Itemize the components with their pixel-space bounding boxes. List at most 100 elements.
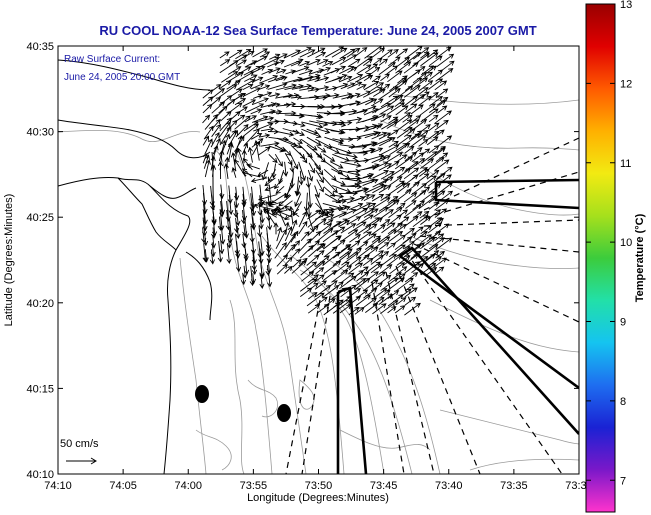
current-vector	[300, 145, 313, 158]
current-vector	[362, 257, 374, 267]
current-vector	[434, 217, 444, 225]
current-vector	[426, 169, 440, 180]
current-vector	[331, 178, 346, 186]
current-vector	[339, 177, 363, 184]
y-axis-label: Latitude (Degrees:Minutes)	[3, 194, 15, 327]
current-vector	[212, 84, 222, 91]
current-vector	[242, 265, 248, 279]
current-vector	[347, 58, 361, 68]
current-vector	[405, 200, 417, 209]
current-vector	[338, 208, 357, 218]
current-vector	[419, 168, 430, 177]
current-vector	[403, 119, 420, 132]
current-vector	[428, 156, 445, 170]
current-vector	[306, 144, 323, 159]
current-vector	[347, 168, 361, 174]
current-vector	[203, 125, 214, 140]
current-vector	[388, 56, 401, 67]
current-vector	[339, 65, 355, 75]
x-tick-label: 74:10	[44, 480, 72, 492]
current-vector	[323, 221, 342, 234]
colorbar-tick-label: 7	[620, 475, 626, 487]
current-vector	[276, 254, 289, 267]
current-vector	[402, 95, 419, 108]
current-vector	[387, 272, 402, 284]
current-vector	[230, 152, 237, 172]
current-vector	[380, 171, 395, 180]
current-vector	[307, 212, 325, 228]
current-vector	[218, 84, 238, 98]
current-vector	[394, 236, 413, 251]
current-vector	[209, 249, 216, 265]
current-vector	[284, 256, 293, 266]
current-vector	[242, 83, 254, 91]
current-vector	[434, 119, 449, 131]
current-vector	[299, 238, 312, 252]
current-vector	[259, 75, 279, 84]
current-vector	[418, 80, 434, 92]
current-vector	[411, 190, 427, 202]
current-vector	[331, 47, 348, 58]
current-vector	[284, 205, 300, 218]
current-vector	[217, 240, 223, 263]
current-vector	[291, 240, 301, 251]
current-vector	[299, 278, 318, 292]
current-vector	[434, 257, 447, 268]
current-vector	[379, 144, 400, 156]
current-vector	[298, 220, 308, 235]
current-vector	[275, 185, 285, 195]
current-vector	[260, 141, 280, 147]
current-vector	[356, 271, 370, 282]
current-vector	[301, 121, 324, 129]
current-vector	[300, 138, 318, 151]
current-vector	[404, 145, 415, 154]
current-vector	[314, 76, 330, 83]
current-vector	[427, 256, 442, 267]
current-vector	[224, 156, 230, 170]
current-vector	[355, 294, 371, 306]
current-vector	[258, 194, 278, 202]
current-vector	[380, 289, 391, 298]
current-vector	[380, 115, 392, 123]
current-vector	[378, 155, 391, 162]
current-vector	[273, 222, 279, 235]
current-vector	[235, 49, 252, 60]
current-vector	[292, 248, 301, 258]
current-vector	[419, 103, 436, 116]
current-vector	[301, 128, 322, 139]
current-vector	[396, 202, 406, 211]
current-vector	[315, 85, 330, 91]
current-vector	[434, 129, 445, 138]
current-vector	[259, 265, 265, 280]
current-vector	[331, 269, 349, 283]
current-vector	[219, 184, 225, 200]
current-vector	[389, 176, 403, 186]
current-vector	[268, 67, 281, 74]
current-vector	[355, 224, 372, 236]
current-vector	[372, 161, 389, 170]
current-vector	[396, 297, 407, 306]
current-vector	[202, 89, 214, 99]
current-vector	[426, 136, 439, 146]
current-vector	[204, 159, 211, 178]
current-vector	[354, 73, 372, 83]
current-vector	[354, 202, 372, 212]
current-vector	[234, 218, 240, 234]
current-vector	[380, 73, 390, 82]
current-vector	[260, 200, 277, 206]
current-vector	[292, 129, 305, 137]
current-vector	[299, 152, 308, 164]
current-vector	[300, 231, 310, 242]
current-vector	[370, 263, 384, 274]
current-vector	[218, 95, 233, 106]
current-vector	[250, 108, 263, 115]
current-vector	[396, 255, 411, 266]
current-vector	[437, 135, 453, 147]
current-vector	[307, 225, 319, 236]
current-vector	[258, 146, 271, 156]
current-vector	[354, 277, 371, 290]
current-vector	[437, 105, 448, 114]
current-vector	[275, 75, 288, 82]
current-vector	[428, 122, 440, 132]
